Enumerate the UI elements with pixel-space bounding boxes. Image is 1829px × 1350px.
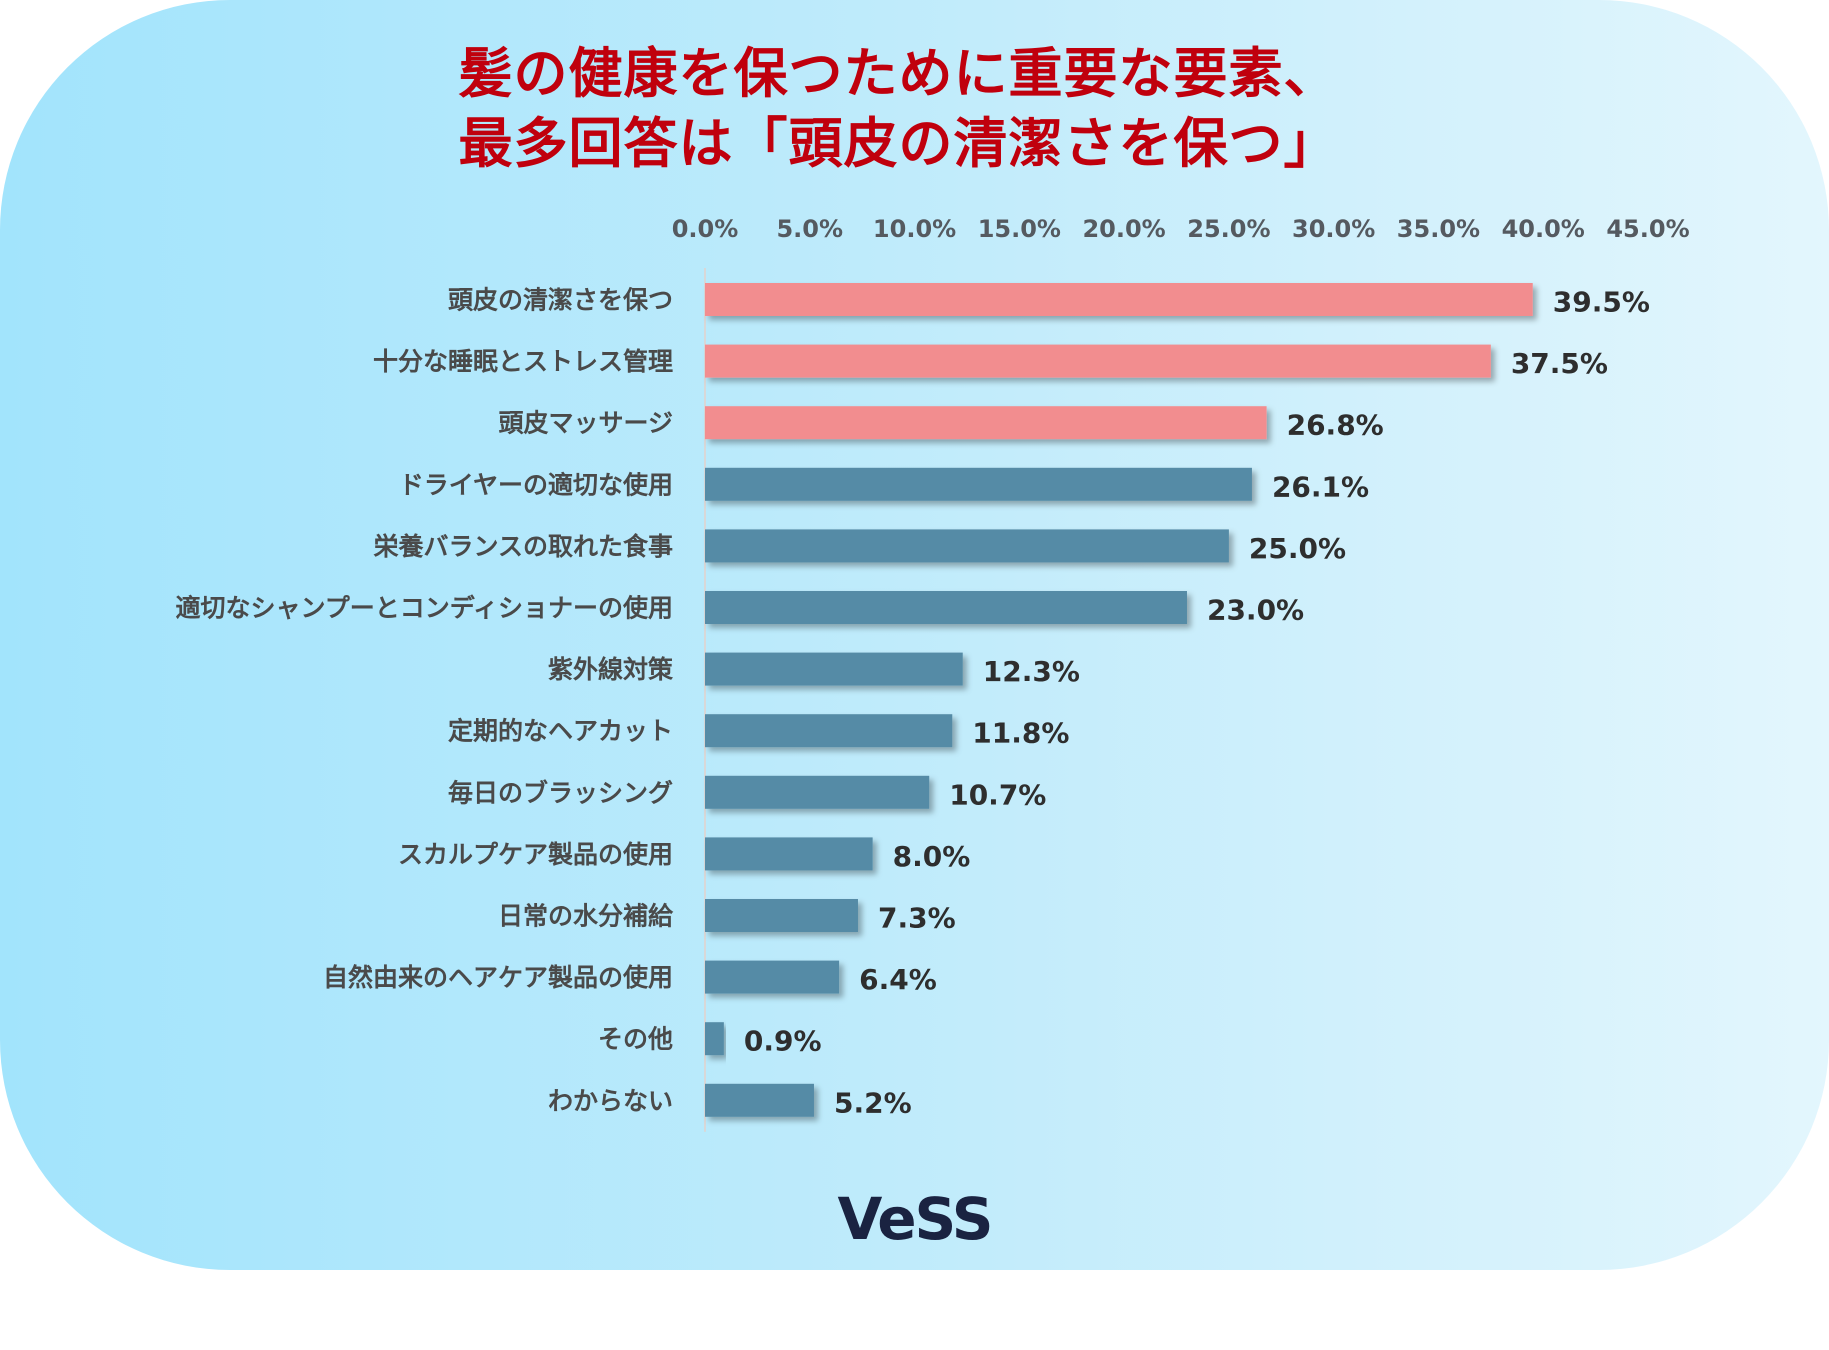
- bar-chart: 0.0% 5.0% 10.0% 15.0% 20.0% 25.0% 30.0% 35.0% 40…: [175, 215, 1690, 1132]
- category-label: 日常の水分補給: [498, 902, 674, 931]
- category-label: 頭皮の清潔さを保つ: [448, 286, 673, 315]
- x-tick-label: 15.0%: [978, 215, 1061, 243]
- value-label: 39.5%: [1553, 286, 1650, 319]
- x-tick-label: 40.0%: [1502, 215, 1585, 243]
- category-label: 自然由来のヘアケア製品の使用: [323, 963, 673, 992]
- x-tick-label: 25.0%: [1187, 215, 1270, 243]
- value-label: 8.0%: [893, 840, 971, 873]
- category-label: 紫外線対策: [548, 655, 674, 684]
- bar: [705, 1022, 724, 1056]
- value-label: 10.7%: [949, 778, 1046, 811]
- bar: [705, 960, 840, 994]
- value-label: 26.8%: [1287, 409, 1384, 442]
- value-label: 25.0%: [1249, 532, 1346, 565]
- background-panel: [0, 0, 1829, 1270]
- value-label: 12.3%: [983, 655, 1080, 688]
- category-label: スカルプケア製品の使用: [398, 840, 673, 869]
- x-axis-ticks: 0.0% 5.0% 10.0% 15.0% 20.0% 25.0% 30.0% 35.0% 40…: [672, 215, 1690, 243]
- value-label: 23.0%: [1207, 594, 1304, 627]
- category-label: 毎日のブラッシング: [448, 778, 673, 807]
- bar: [705, 1083, 814, 1117]
- bar: [705, 837, 873, 871]
- value-label: 5.2%: [834, 1086, 912, 1119]
- category-label: わからない: [548, 1086, 673, 1115]
- value-label: 11.8%: [972, 717, 1069, 750]
- bar: [705, 406, 1267, 440]
- bar: [705, 652, 963, 686]
- bars: 頭皮の清潔さを保つ 39.5% 十分な睡眠とストレス管理 37.5% 頭皮マッサージ 26…: [175, 283, 1650, 1119]
- category-label: ドライヤーの適切な使用: [399, 470, 673, 499]
- x-tick-label: 35.0%: [1397, 215, 1480, 243]
- category-label: 定期的なヘアカット: [448, 717, 673, 746]
- x-tick-label: 10.0%: [873, 215, 956, 243]
- bar: [705, 899, 858, 932]
- category-label: 頭皮マッサージ: [498, 409, 673, 438]
- value-label: 26.1%: [1272, 470, 1369, 503]
- x-tick-label: 20.0%: [1082, 215, 1165, 243]
- value-label: 0.9%: [744, 1025, 822, 1058]
- bar: [705, 591, 1187, 624]
- category-label: 適切なシャンプーとコンディショナーの使用: [175, 594, 673, 623]
- value-label: 6.4%: [859, 963, 937, 996]
- category-label: 栄養バランスの取れた食事: [372, 532, 673, 561]
- x-tick-label: 30.0%: [1292, 215, 1375, 243]
- bar: [705, 714, 953, 748]
- chart-title-line-1: 髪の健康を保つために重要な要素、: [458, 42, 1339, 105]
- bar: [705, 344, 1491, 378]
- category-label: その他: [598, 1025, 673, 1054]
- vess-logo: VeSS: [837, 1185, 994, 1253]
- bar: [705, 283, 1533, 316]
- chart-title-line-2: 最多回答は「頭皮の清潔さを保つ」: [458, 112, 1339, 175]
- bar: [705, 529, 1229, 563]
- bar: [705, 775, 930, 809]
- x-tick-label: 0.0%: [672, 215, 739, 243]
- bar: [705, 467, 1252, 501]
- category-label: 十分な睡眠とストレス管理: [373, 347, 673, 376]
- x-tick-label: 45.0%: [1606, 215, 1689, 243]
- value-label: 37.5%: [1511, 347, 1608, 380]
- x-tick-label: 5.0%: [776, 215, 843, 243]
- value-label: 7.3%: [878, 902, 956, 935]
